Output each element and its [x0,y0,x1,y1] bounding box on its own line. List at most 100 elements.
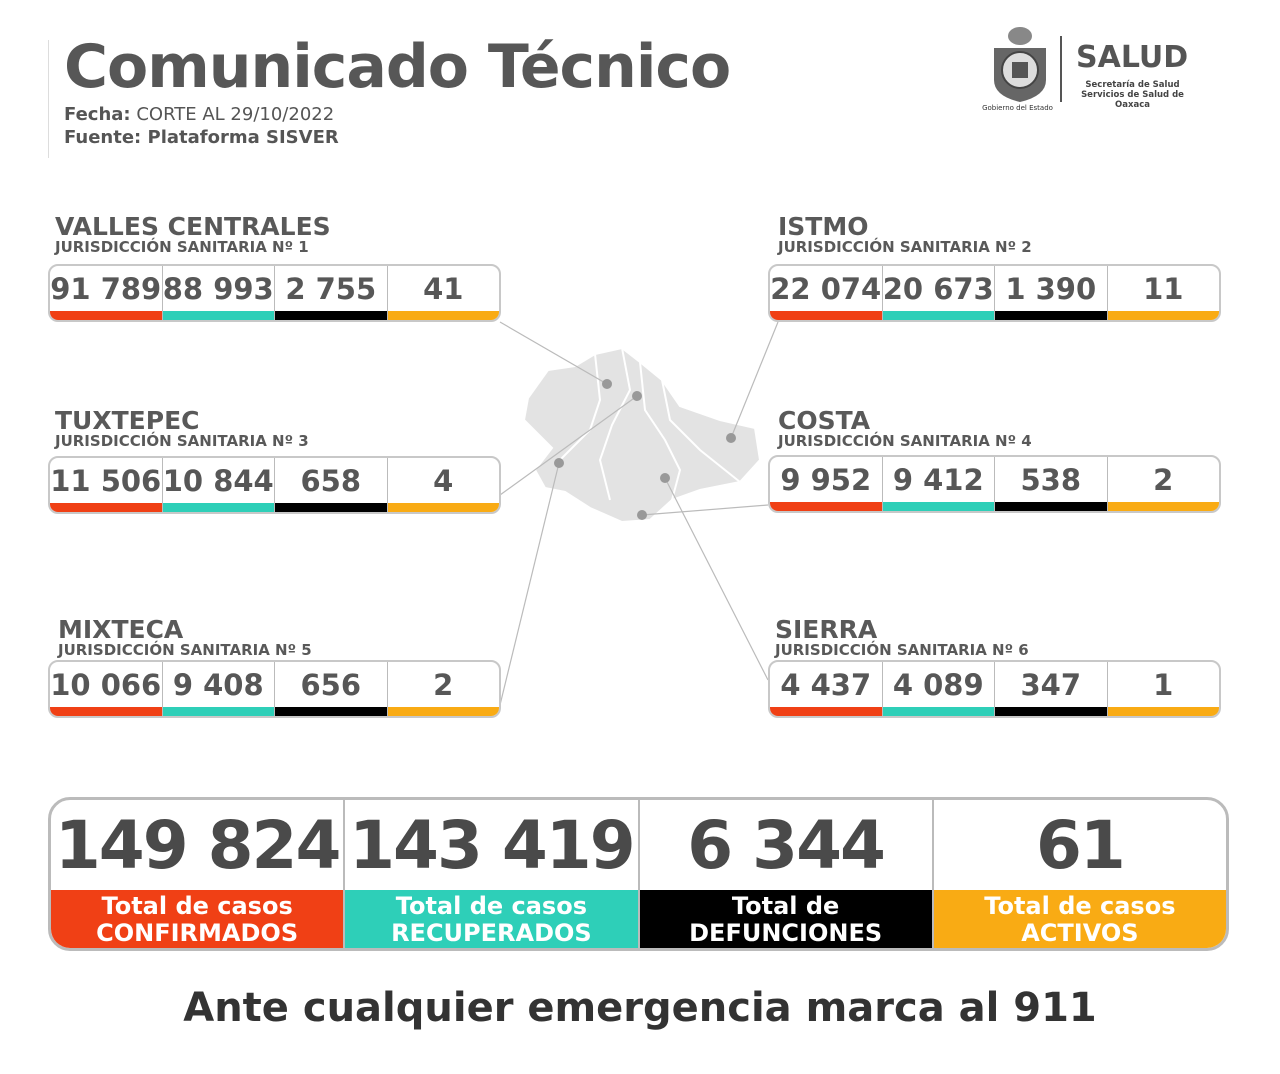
total-value: 6 344 [687,806,886,884]
jurisdiction-label: JURISDICCIÓN SANITARIA Nº 3 [55,432,309,450]
totals-panel: 149 824 Total de casos CONFIRMADOS 143 419 T… [48,797,1229,951]
stat-value: 656 [300,668,362,702]
stat-value: 2 [433,668,454,702]
activos-color-bar [387,311,499,320]
region-mixteca: MIXTECA JURISDICCIÓN SANITARIA Nº 5 [58,617,312,658]
map-borders [559,347,741,501]
stat-value: 88 993 [162,272,274,306]
region-name: COSTA [778,406,871,435]
stat-value: 347 [1020,668,1082,702]
total-label-line1: Total de [731,892,840,920]
stat-activos: 1 [1107,662,1219,716]
total-label-line2: ACTIVOS [1021,919,1139,947]
region-name: MIXTECA [58,615,184,644]
activos-color-bar [1107,707,1219,716]
recuperados-color-bar [162,503,274,512]
stat-value: 20 673 [882,272,994,306]
defunciones-color-bar [275,311,387,320]
stat-value: 2 [1153,463,1174,497]
jurisdiction-label: JURISDICCIÓN SANITARIA Nº 2 [778,238,1032,256]
stat-confirmados: 11 506 [50,458,163,512]
jurisdiction-label: JURISDICCIÓN SANITARIA Nº 5 [58,641,312,659]
divider [48,40,49,158]
defunciones-color-bar [995,707,1107,716]
total-value: 149 824 [54,806,342,884]
recuperados-color-bar [162,311,274,320]
total-confirmados: 149 824 Total de casos CONFIRMADOS [51,800,346,948]
page-title: Comunicado Técnico [64,32,731,102]
total-label-line2: DEFUNCIONES [689,919,883,947]
region-stats-card: 4 437 4 089 347 1 [768,660,1221,718]
total-label: Total de DEFUNCIONES [639,890,932,948]
stat-confirmados: 9 952 [770,457,883,511]
stat-recuperados: 20 673 [882,266,995,320]
stat-activos: 4 [387,458,499,512]
stat-value: 2 755 [285,272,377,306]
stat-defunciones: 538 [995,457,1108,511]
activos-color-bar [387,503,499,512]
secretaria-label: Secretaría de Salud [1085,80,1180,90]
stat-value: 9 412 [892,463,984,497]
stat-value: 538 [1020,463,1082,497]
stat-value: 9 952 [780,463,872,497]
recuperados-color-bar [882,311,994,320]
stat-defunciones: 347 [995,662,1108,716]
recuperados-color-bar [162,707,274,716]
stat-value: 658 [300,464,362,498]
total-label: Total de casos RECUPERADOS [345,890,638,948]
activos-color-bar [1107,311,1219,320]
stat-value: 91 789 [50,272,162,306]
region-name: TUXTEPEC [55,406,200,435]
salud-wordmark: SALUD [1076,40,1189,75]
confirmados-color-bar [770,707,882,716]
stat-recuperados: 10 844 [162,458,275,512]
stat-activos: 41 [387,266,499,320]
region-name: ISTMO [778,212,869,241]
total-label-line1: Total de casos [101,892,293,920]
stat-defunciones: 2 755 [275,266,388,320]
recuperados-color-bar [882,707,994,716]
stat-defunciones: 658 [275,458,388,512]
stat-activos: 2 [1107,457,1219,511]
region-stats-card: 10 066 9 408 656 2 [48,660,501,718]
total-label-line1: Total de casos [395,892,587,920]
stat-recuperados: 9 412 [882,457,995,511]
region-stats-card: 22 074 20 673 1 390 11 [768,264,1221,322]
stat-confirmados: 4 437 [770,662,883,716]
region-stats-card: 11 506 10 844 658 4 [48,456,501,514]
jurisdiction-label: JURISDICCIÓN SANITARIA Nº 6 [775,641,1029,659]
stat-value: 1 [1153,668,1174,702]
region-istmo: ISTMO JURISDICCIÓN SANITARIA Nº 2 [778,214,1032,255]
stat-value: 4 089 [892,668,984,702]
stat-value: 11 [1143,272,1184,306]
jurisdiction-label: JURISDICCIÓN SANITARIA Nº 4 [778,432,1032,450]
region-valles-centrales: VALLES CENTRALES JURISDICCIÓN SANITARIA … [55,214,331,255]
stat-value: 22 074 [770,272,882,306]
confirmados-color-bar [50,707,162,716]
activos-color-bar [387,707,499,716]
date-line: Fecha: CORTE AL 29/10/2022 [64,104,334,125]
date-value: CORTE AL 29/10/2022 [136,104,335,125]
gobierno-label: Gobierno del Estado [982,104,1053,112]
confirmados-color-bar [50,503,162,512]
date-label: Fecha: [64,104,131,125]
region-name: VALLES CENTRALES [55,212,331,241]
region-name: SIERRA [775,615,878,644]
total-value: 143 419 [349,806,636,884]
stat-value: 41 [423,272,464,306]
stat-confirmados: 10 066 [50,662,163,716]
defunciones-color-bar [275,503,387,512]
source-line: Fuente: Plataforma SISVER [64,127,339,148]
confirmados-color-bar [770,311,882,320]
emergency-footer: Ante cualquier emergencia marca al 911 [183,985,1097,1031]
total-label: Total de casos CONFIRMADOS [51,890,344,948]
stat-defunciones: 656 [275,662,388,716]
stat-value: 1 390 [1005,272,1097,306]
stat-value: 11 506 [50,464,162,498]
servicios-label: Servicios de Salud de Oaxaca [1081,90,1184,110]
region-tuxtepec: TUXTEPEC JURISDICCIÓN SANITARIA Nº 3 [55,408,309,449]
total-label-line2: RECUPERADOS [391,919,592,947]
region-stats-card: 9 952 9 412 538 2 [768,455,1221,513]
logo-divider [1060,36,1062,102]
